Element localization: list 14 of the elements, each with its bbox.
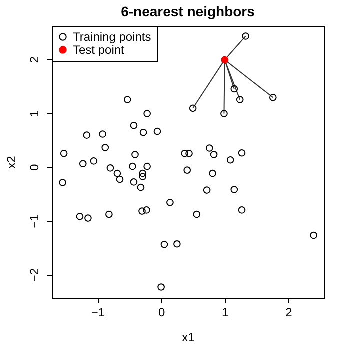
chart-title: 6-nearest neighbors — [121, 4, 256, 20]
x-tick-label: 2 — [286, 306, 293, 320]
y-tick-label: −1 — [28, 214, 42, 228]
y-tick-label: 2 — [28, 56, 42, 64]
x-tick-label: −1 — [91, 306, 106, 320]
y-axis-title: x2 — [4, 156, 18, 169]
x-axis-title: x1 — [182, 330, 196, 344]
x-tick-label: 1 — [222, 306, 230, 320]
x-tick-label: 0 — [158, 306, 166, 320]
y-tick-label: −2 — [28, 268, 42, 282]
legend-label: Test point — [73, 43, 126, 57]
y-tick-label: 1 — [28, 110, 42, 118]
legend-label: Training points — [73, 30, 152, 44]
y-tick-label: 0 — [28, 164, 42, 171]
